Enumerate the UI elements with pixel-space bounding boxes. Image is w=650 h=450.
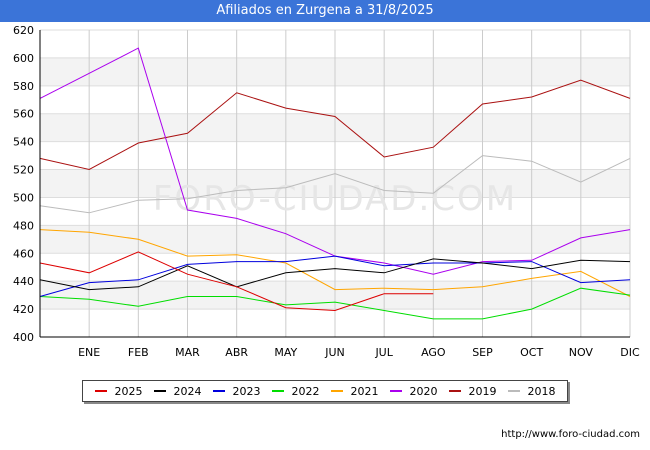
legend-swatch [330,390,343,392]
legend-swatch [153,390,166,392]
y-tick-label: 560 [13,108,34,121]
series-line-2018 [39,155,631,214]
y-tick-label: 600 [13,52,34,65]
legend-item-2021: 2021 [330,384,379,398]
legend-label: 2021 [350,384,379,398]
x-tick-label: SEP [472,346,493,359]
legend-item-2020: 2020 [389,384,438,398]
legend-label: 2019 [468,384,497,398]
x-tick-label: MAR [175,346,200,359]
series-line-2019 [39,79,631,171]
legend-swatch [389,390,402,392]
y-tick-label: 440 [13,275,34,288]
legend-item-2025: 2025 [94,384,143,398]
y-tick-label: 580 [13,80,34,93]
chart-area: FORO-CIUDAD.COM 400 420 440 460 480 500 520 540… [13,24,640,359]
series-line-2024 [39,258,631,291]
y-tick-label: 420 [13,303,34,316]
legend-swatch [212,390,225,392]
series-line-2023 [39,255,631,297]
x-tick-label: AGO [421,346,446,359]
legend-item-2023: 2023 [212,384,261,398]
x-tick-label: JUN [324,346,345,359]
legend-label: 2022 [291,384,320,398]
chart-title: Afiliados en Zurgena a 31/8/2025 [0,0,650,22]
series-line-2022 [39,287,631,320]
series-line-2025 [39,251,434,312]
legend-swatch [448,390,461,392]
x-tick-label: ABR [225,346,248,359]
legend-label: 2024 [173,384,202,398]
x-tick-label: OCT [520,346,543,359]
legend-label: 2025 [114,384,143,398]
x-tick-label: DIC [620,346,640,359]
series-line-2021 [39,229,631,297]
y-tick-label: 540 [13,136,34,149]
legend-item-2022: 2022 [271,384,320,398]
legend-label: 2020 [409,384,438,398]
watermark: FORO-CIUDAD.COM [153,179,517,219]
y-tick-label: 480 [13,219,34,232]
legend-item-2018: 2018 [507,384,556,398]
x-tick-label: MAY [274,346,297,359]
y-tick-label: 400 [13,331,34,344]
x-tick-label: JUL [374,346,393,359]
legend-swatch [94,390,107,392]
legend: 2025 2024 2023 2022 2021 2020 2019 2018 [82,380,568,402]
y-tick-label: 620 [13,24,34,37]
x-tick-label: NOV [569,346,594,359]
legend-item-2019: 2019 [448,384,497,398]
legend-swatch [507,390,520,392]
legend-label: 2018 [527,384,556,398]
x-tick-label: FEB [128,346,149,359]
y-tick-label: 500 [13,191,34,204]
y-tick-label: 460 [13,247,34,260]
legend-swatch [271,390,284,392]
y-tick-label: 520 [13,164,34,177]
x-tick-label: ENE [78,346,100,359]
source-url: http://www.foro-ciudad.com [501,429,640,440]
legend-label: 2023 [232,384,261,398]
legend-item-2024: 2024 [153,384,202,398]
